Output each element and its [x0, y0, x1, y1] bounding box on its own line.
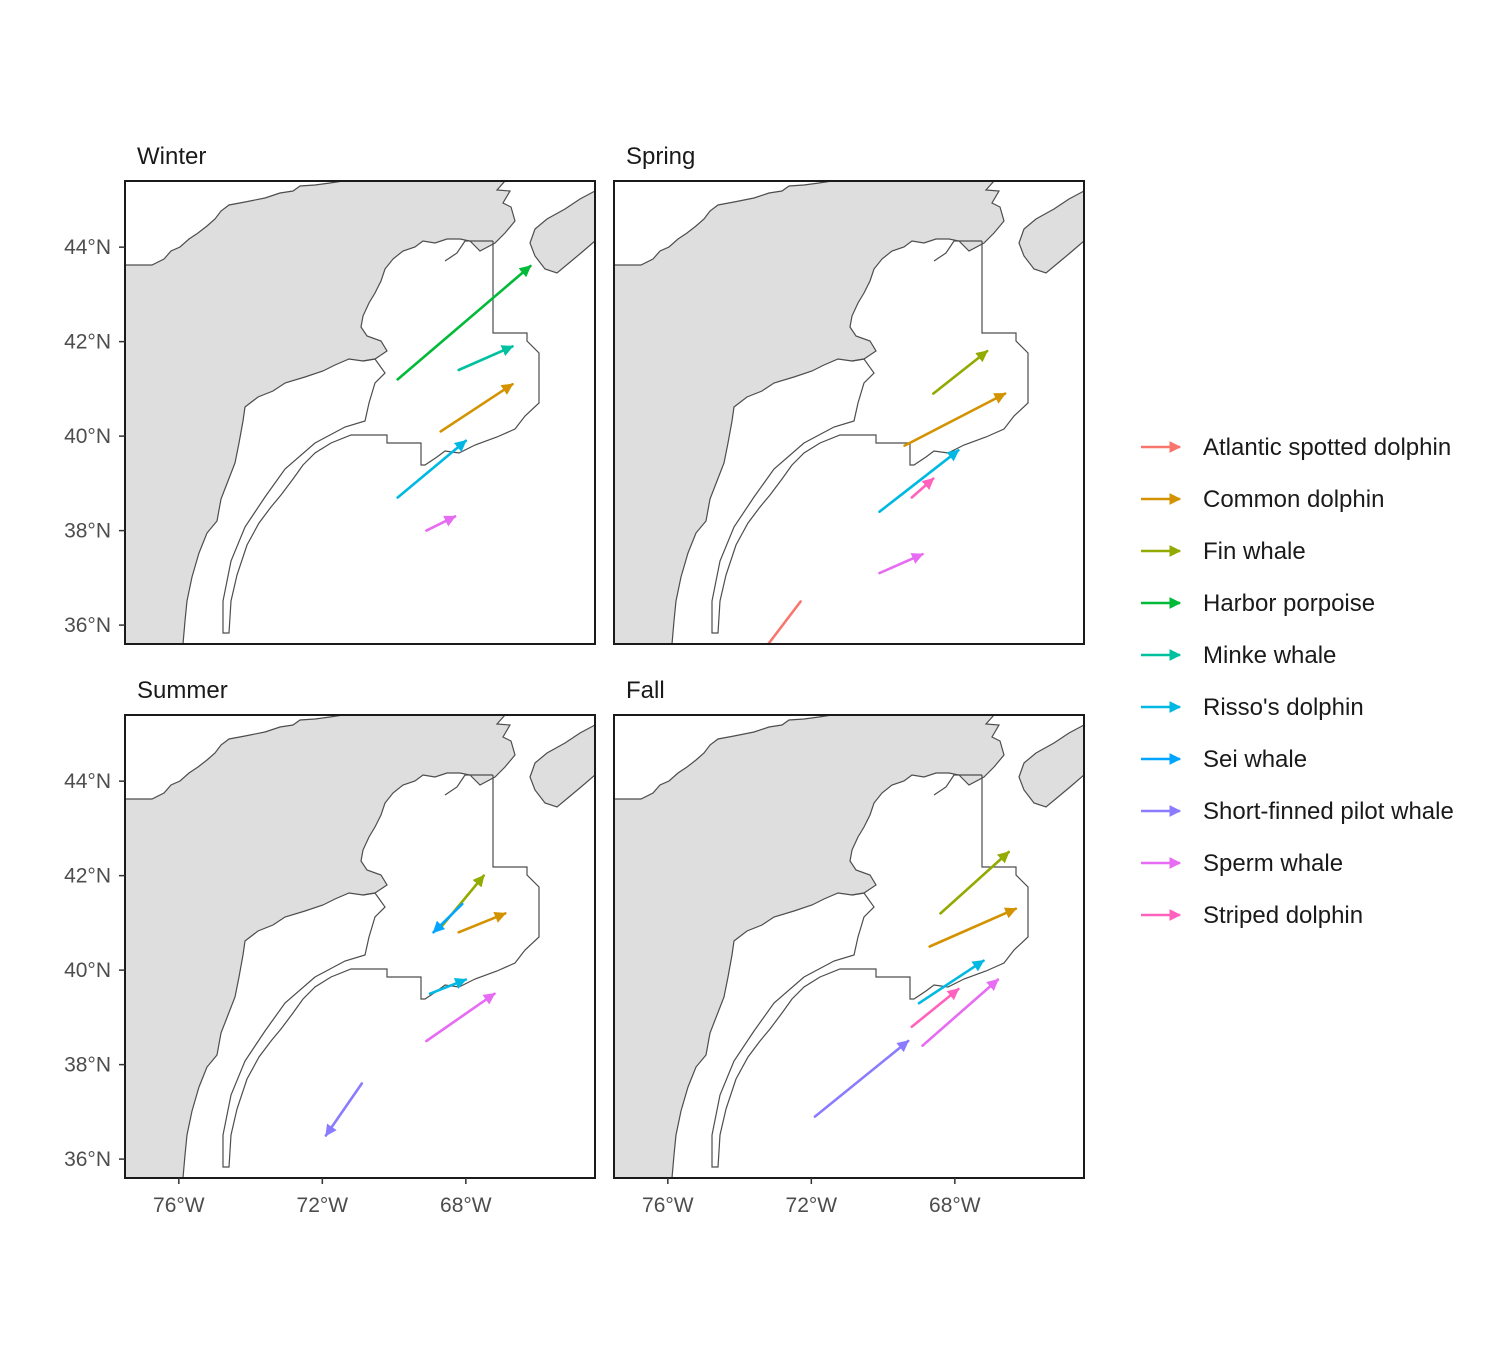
panel-border — [613, 180, 1085, 645]
y-tick-label: 44°N — [64, 770, 111, 793]
legend-label: Minke whale — [1203, 642, 1336, 669]
x-tick-label: 72°W — [297, 1194, 349, 1217]
shift-arrow-atlantic-spotted-dolphin — [766, 600, 802, 644]
shift-arrow-striped-dolphin — [910, 477, 935, 499]
legend-label: Sei whale — [1203, 746, 1307, 773]
legend-item: Sei whale — [1141, 746, 1307, 773]
legend-label: Sperm whale — [1203, 850, 1343, 877]
panel-border — [124, 714, 596, 1179]
coastline-land — [125, 181, 516, 644]
legend-label: Common dolphin — [1203, 486, 1384, 513]
shift-arrow-short-finned-pilot-whale — [324, 1082, 364, 1137]
legend-label: Short-finned pilot whale — [1203, 798, 1454, 825]
shift-arrow-risso-s-dolphin — [917, 959, 985, 1005]
nova-scotia-land — [1018, 724, 1084, 808]
legend-label: Harbor porpoise — [1203, 590, 1375, 617]
legend-label: Striped dolphin — [1203, 902, 1363, 929]
legend-item: Atlantic spotted dolphin — [1141, 434, 1451, 461]
x-tick-label: 68°W — [440, 1194, 492, 1217]
shift-arrow-sperm-whale — [878, 552, 924, 575]
shift-arrow-sperm-whale — [425, 992, 496, 1043]
panel-winter: Winter 36°N 38°N 40°N 42°N 44°N — [64, 143, 596, 645]
legend-item: Minke whale — [1141, 642, 1336, 669]
nova-scotia-land — [1018, 190, 1084, 274]
shift-arrow-common-dolphin — [457, 911, 507, 934]
coastline-land — [614, 715, 1005, 1178]
map-area — [614, 715, 1084, 1178]
study-area-outline — [222, 240, 540, 634]
legend-item: Risso's dolphin — [1141, 694, 1364, 721]
facet-title: Summer — [137, 677, 228, 704]
map-area — [614, 181, 1084, 644]
shift-arrow-sei-whale — [432, 902, 464, 934]
shift-arrow-fin-whale — [931, 349, 989, 395]
legend-label: Fin whale — [1203, 538, 1306, 565]
study-area-outline — [711, 774, 1029, 1168]
legend-item: Harbor porpoise — [1141, 590, 1375, 617]
panel-border — [124, 180, 596, 645]
facet-panels: Winter 36°N 38°N 40°N 42°N 44°N Spring Summer 36… — [64, 143, 1085, 1217]
x-tick-label: 72°W — [786, 1194, 838, 1217]
nova-scotia-land — [529, 190, 595, 274]
legend-item: Fin whale — [1141, 538, 1306, 565]
shift-arrow-common-dolphin — [903, 392, 1007, 447]
x-tick-label: 76°W — [642, 1194, 694, 1217]
shift-arrow-short-finned-pilot-whale — [813, 1039, 910, 1118]
legend-item: Striped dolphin — [1141, 902, 1363, 929]
legend-label: Atlantic spotted dolphin — [1203, 434, 1451, 461]
facet-title: Spring — [626, 143, 695, 170]
x-tick-label: 76°W — [153, 1194, 205, 1217]
y-tick-label: 38°N — [64, 1054, 111, 1077]
coastline-land — [614, 181, 1005, 644]
shift-arrow-striped-dolphin — [910, 987, 960, 1029]
shift-arrow-harbor-porpoise — [396, 264, 532, 381]
facet-title: Fall — [626, 677, 665, 704]
facet-title: Winter — [137, 143, 206, 170]
shift-arrow-risso-s-dolphin — [878, 448, 960, 514]
y-tick-label: 36°N — [64, 614, 111, 637]
panel-fall: Fall 76°W 72°W 68°W — [613, 677, 1085, 1217]
y-tick-label: 42°N — [64, 331, 111, 354]
shift-arrow-sperm-whale — [425, 515, 457, 532]
legend-item: Short-finned pilot whale — [1141, 798, 1454, 825]
y-tick-label: 40°N — [64, 959, 111, 982]
y-tick-label: 44°N — [64, 236, 111, 259]
y-tick-label: 38°N — [64, 520, 111, 543]
y-tick-label: 42°N — [64, 865, 111, 888]
panel-border — [613, 714, 1085, 1179]
coastline-land — [125, 715, 516, 1178]
x-tick-label: 68°W — [929, 1194, 981, 1217]
shift-arrow-common-dolphin — [928, 907, 1018, 948]
y-tick-label: 36°N — [64, 1148, 111, 1171]
nova-scotia-land — [529, 724, 595, 808]
map-area — [125, 715, 595, 1178]
shift-arrow-risso-s-dolphin — [428, 978, 468, 996]
study-area-outline — [222, 774, 540, 1168]
panel-spring: Spring — [613, 143, 1085, 645]
panel-summer: Summer 36°N 38°N 40°N 42°N 44°N 76°W 72°W 68°W — [64, 677, 596, 1217]
shift-arrow-common-dolphin — [439, 382, 514, 433]
y-tick-label: 40°N — [64, 425, 111, 448]
shift-arrow-sperm-whale — [921, 978, 1000, 1048]
shift-arrow-minke-whale — [457, 345, 514, 372]
legend: Atlantic spotted dolphin Common dolphin Fi… — [1141, 434, 1454, 929]
shift-arrow-risso-s-dolphin — [396, 439, 468, 499]
study-area-outline — [711, 240, 1029, 634]
shift-arrow-fin-whale — [939, 850, 1011, 915]
legend-item: Common dolphin — [1141, 486, 1384, 513]
legend-label: Risso's dolphin — [1203, 694, 1364, 721]
map-area — [125, 181, 595, 644]
legend-item: Sperm whale — [1141, 850, 1343, 877]
